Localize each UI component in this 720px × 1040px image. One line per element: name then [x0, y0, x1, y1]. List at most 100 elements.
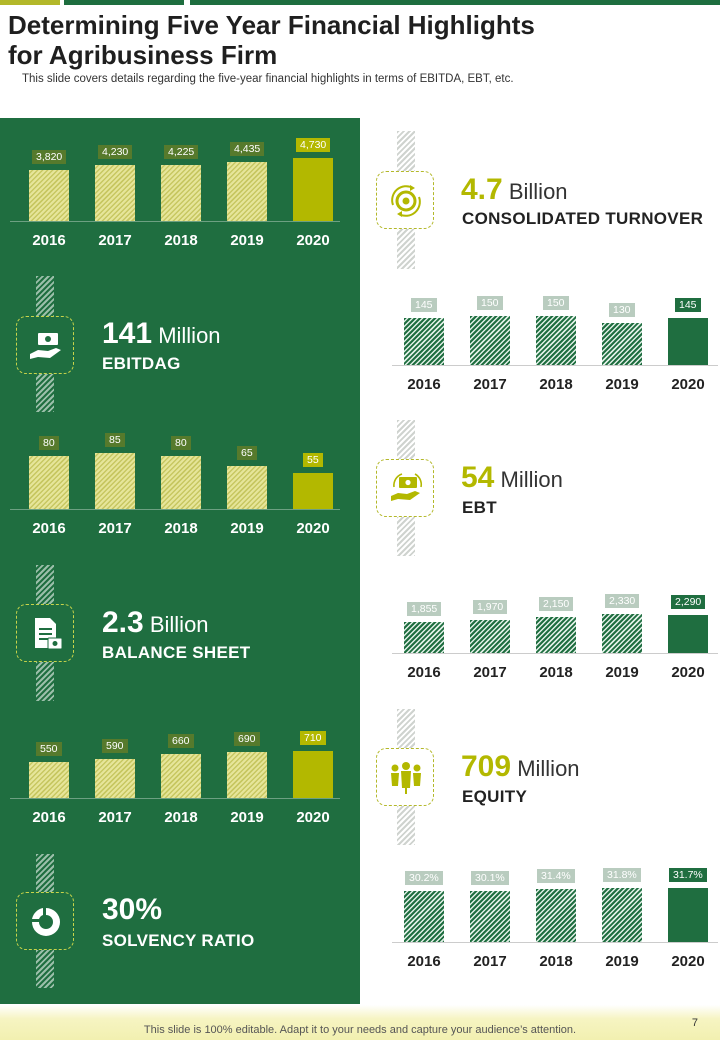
bar-2020: [668, 888, 708, 942]
rotate-gear-icon: [391, 185, 421, 217]
x-tick-label-2018: 2018: [164, 809, 198, 826]
bar-2019: [602, 323, 642, 365]
solvency-ratio-icon-box: [16, 892, 74, 950]
turnover-icon-box: [376, 171, 434, 229]
bar-2020: [293, 158, 333, 221]
balance-sheet-bar-chart: 1,855 2016 1,970 2017 2,150 2018 2,330 2019 2,29…: [362, 550, 720, 690]
equity-value: 709 Million: [461, 750, 580, 783]
data-label-2020: 55: [303, 453, 323, 467]
bar-2017: [95, 759, 135, 798]
bar-2016: [29, 762, 69, 798]
bar-2017: [95, 165, 135, 221]
data-label-2016: 145: [411, 298, 437, 312]
turnover-value: 4.7 Billion: [461, 173, 568, 206]
ebitdag-icon-box: [16, 316, 74, 374]
ebt-value: 54 Million: [461, 461, 563, 494]
bar-2017: [95, 453, 135, 509]
x-tick-label-2019: 2019: [605, 376, 639, 393]
x-tick-label-2019: 2019: [230, 809, 264, 826]
bar-2018: [536, 889, 576, 942]
bar-2016: [29, 456, 69, 509]
footer-text: This slide is 100% editable. Adapt it to…: [143, 1024, 577, 1036]
bar-2020: [293, 751, 333, 798]
hand-money-cycle-icon: [391, 473, 423, 501]
x-tick-label-2016: 2016: [407, 953, 441, 970]
x-tick-label-2020: 2020: [296, 809, 330, 826]
data-label-2016: 3,820: [32, 150, 67, 164]
data-label-2019: 31.8%: [603, 868, 641, 882]
bar-2018: [161, 165, 201, 221]
data-label-2017: 30.1%: [471, 871, 509, 885]
x-tick-label-2019: 2019: [605, 664, 639, 681]
x-tick-label-2016: 2016: [32, 232, 66, 249]
x-tick-label-2017: 2017: [473, 376, 507, 393]
bar-2020: [668, 615, 708, 653]
bar-2018: [161, 754, 201, 798]
x-tick-label-2018: 2018: [164, 520, 198, 537]
data-label-2019: 65: [237, 446, 257, 460]
x-tick-label-2016: 2016: [407, 376, 441, 393]
ebt-icon-box: [376, 459, 434, 517]
bar-2020: [293, 473, 333, 509]
x-tick-label-2018: 2018: [539, 376, 573, 393]
data-label-2017: 150: [477, 296, 503, 310]
bar-2019: [227, 466, 267, 509]
data-label-2018: 31.4%: [537, 869, 575, 883]
data-label-2017: 85: [105, 433, 125, 447]
x-tick-label-2020: 2020: [296, 520, 330, 537]
bar-2019: [602, 888, 642, 942]
x-axis-line: [10, 798, 340, 799]
data-label-2018: 4,225: [164, 145, 199, 159]
data-label-2018: 2,150: [539, 597, 574, 611]
bar-2019: [227, 752, 267, 798]
ebt-bar-chart: 80 2016 85 2017 80 2018 65 2019 55 2020: [0, 406, 358, 546]
data-label-2018: 150: [543, 296, 569, 310]
bar-2019: [227, 162, 267, 221]
balance-sheet-value: 2.3 Billion: [102, 606, 209, 639]
solvency-ratio-bar-chart: 30.2% 2016 30.1% 2017 31.4% 2018 31.8% 2019 31.7…: [362, 839, 720, 979]
bar-2019: [602, 614, 642, 653]
bar-2017: [470, 316, 510, 365]
turnover-bar-chart: 3,820 2016 4,230 2017 4,225 2018 4,435 2019 4,73…: [0, 118, 358, 258]
bar-2016: [29, 170, 69, 221]
bar-2018: [536, 316, 576, 365]
data-label-2020: 4,730: [296, 138, 331, 152]
page-subtitle: This slide covers details regarding the …: [22, 73, 514, 85]
bar-2016: [404, 622, 444, 653]
bar-2017: [470, 891, 510, 942]
x-tick-label-2019: 2019: [230, 232, 264, 249]
x-tick-label-2017: 2017: [98, 520, 132, 537]
bar-2016: [404, 318, 444, 365]
bar-2020: [668, 318, 708, 365]
data-label-2020: 31.7%: [669, 868, 707, 882]
data-label-2018: 660: [168, 734, 194, 748]
ebt-label: EBT: [462, 498, 497, 517]
x-tick-label-2020: 2020: [671, 664, 705, 681]
data-label-2020: 145: [675, 298, 701, 312]
x-tick-label-2019: 2019: [605, 953, 639, 970]
ebitdag-value: 141 Million: [102, 317, 221, 350]
x-axis-line: [10, 221, 340, 222]
data-label-2017: 4,230: [98, 145, 133, 159]
x-axis-line: [10, 509, 340, 510]
top-accent-bar: [0, 0, 720, 5]
x-tick-label-2017: 2017: [98, 809, 132, 826]
page-title: Determining Five Year Financial Highligh…: [8, 10, 535, 70]
x-tick-label-2016: 2016: [32, 520, 66, 537]
x-tick-label-2018: 2018: [539, 664, 573, 681]
equity-bar-chart: 550 2016 590 2017 660 2018 690 2019 710 2020: [0, 695, 358, 835]
data-label-2020: 2,290: [671, 595, 706, 609]
solvency-ratio-value: 30%: [102, 893, 163, 926]
data-label-2019: 690: [234, 732, 260, 746]
x-axis-line: [392, 365, 718, 366]
data-label-2018: 80: [171, 436, 191, 450]
bar-2017: [470, 620, 510, 653]
x-tick-label-2019: 2019: [230, 520, 264, 537]
data-label-2016: 550: [36, 742, 62, 756]
equity-label: EQUITY: [462, 787, 528, 806]
data-label-2020: 710: [300, 731, 326, 745]
x-tick-label-2018: 2018: [164, 232, 198, 249]
hand-money-icon: [30, 333, 61, 359]
data-label-2019: 4,435: [230, 142, 265, 156]
data-label-2016: 80: [39, 436, 59, 450]
